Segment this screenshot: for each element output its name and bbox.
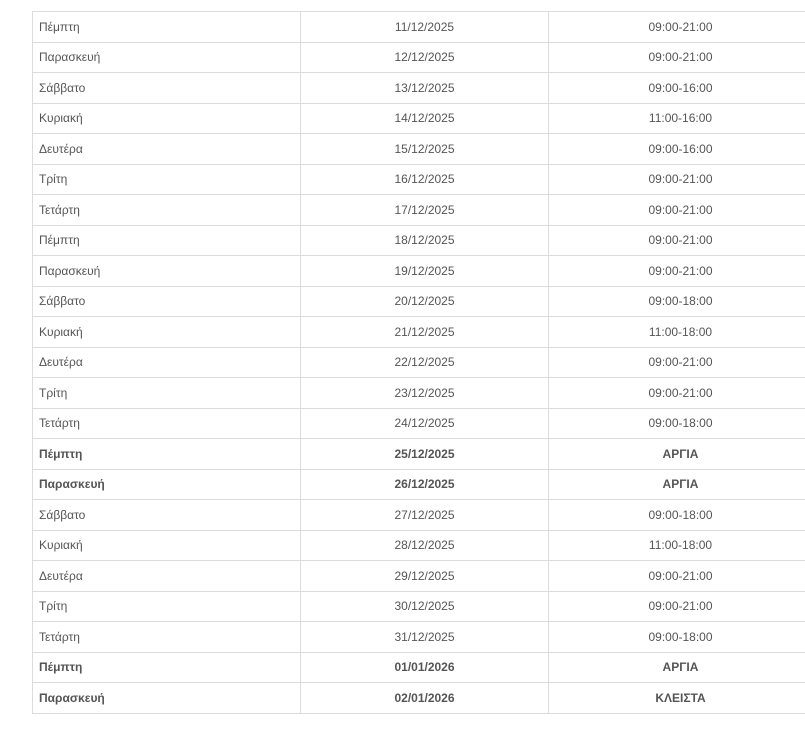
hours-cell: 09:00-16:00 xyxy=(548,133,805,165)
table-row: Σάββατο 20/12/2025 09:00-18:00 xyxy=(32,285,805,317)
date-cell: 29/12/2025 xyxy=(300,560,549,592)
hours-cell: 09:00-21:00 xyxy=(548,590,805,622)
date-cell: 16/12/2025 xyxy=(300,163,549,195)
date-cell: 14/12/2025 xyxy=(300,102,549,134)
hours-cell: 09:00-21:00 xyxy=(548,255,805,287)
day-cell: Δευτέρα xyxy=(32,346,301,378)
hours-cell: 11:00-18:00 xyxy=(548,316,805,348)
day-cell: Σάββατο xyxy=(32,285,301,317)
table-row: Πέμπτη 18/12/2025 09:00-21:00 xyxy=(32,224,805,256)
day-cell: Σάββατο xyxy=(32,499,301,531)
day-cell: Τρίτη xyxy=(32,163,301,195)
day-cell: Τετάρτη xyxy=(32,621,301,653)
table-row: Τρίτη 30/12/2025 09:00-21:00 xyxy=(32,590,805,622)
hours-cell: ΑΡΓΙΑ xyxy=(548,651,805,683)
date-cell: 25/12/2025 xyxy=(300,438,549,470)
date-cell: 23/12/2025 xyxy=(300,377,549,409)
day-cell: Τρίτη xyxy=(32,377,301,409)
day-cell: Πέμπτη xyxy=(32,11,301,43)
day-cell: Παρασκευή xyxy=(32,255,301,287)
hours-cell: 09:00-18:00 xyxy=(548,407,805,439)
date-cell: 20/12/2025 xyxy=(300,285,549,317)
day-cell: Πέμπτη xyxy=(32,224,301,256)
day-cell: Κυριακή xyxy=(32,316,301,348)
hours-cell: 09:00-21:00 xyxy=(548,346,805,378)
date-cell: 30/12/2025 xyxy=(300,590,549,622)
day-cell: Κυριακή xyxy=(32,529,301,561)
table-row: Κυριακή 14/12/2025 11:00-16:00 xyxy=(32,102,805,134)
day-cell: Τετάρτη xyxy=(32,194,301,226)
hours-cell: 09:00-21:00 xyxy=(548,224,805,256)
table-row: Τρίτη 16/12/2025 09:00-21:00 xyxy=(32,163,805,195)
table-row: Κυριακή 28/12/2025 11:00-18:00 xyxy=(32,529,805,561)
hours-cell: 09:00-21:00 xyxy=(548,377,805,409)
hours-cell: 09:00-18:00 xyxy=(548,621,805,653)
table-row: Κυριακή 21/12/2025 11:00-18:00 xyxy=(32,316,805,348)
date-cell: 01/01/2026 xyxy=(300,651,549,683)
table-row: Πέμπτη 11/12/2025 09:00-21:00 xyxy=(32,11,805,43)
table-row: Δευτέρα 29/12/2025 09:00-21:00 xyxy=(32,560,805,592)
date-cell: 22/12/2025 xyxy=(300,346,549,378)
hours-cell: 09:00-21:00 xyxy=(548,11,805,43)
table-row: Παρασκευή 26/12/2025 ΑΡΓΙΑ xyxy=(32,468,805,500)
hours-cell: 09:00-18:00 xyxy=(548,499,805,531)
table-row: Δευτέρα 22/12/2025 09:00-21:00 xyxy=(32,346,805,378)
table-row: Δευτέρα 15/12/2025 09:00-16:00 xyxy=(32,133,805,165)
day-cell: Κυριακή xyxy=(32,102,301,134)
hours-cell: 09:00-16:00 xyxy=(548,72,805,104)
date-cell: 31/12/2025 xyxy=(300,621,549,653)
date-cell: 24/12/2025 xyxy=(300,407,549,439)
table-row: Πέμπτη 01/01/2026 ΑΡΓΙΑ xyxy=(32,651,805,683)
table-row: Παρασκευή 19/12/2025 09:00-21:00 xyxy=(32,255,805,287)
day-cell: Πέμπτη xyxy=(32,438,301,470)
table-row: Παρασκευή 02/01/2026 ΚΛΕΙΣΤΑ xyxy=(32,682,805,714)
table-row: Τρίτη 23/12/2025 09:00-21:00 xyxy=(32,377,805,409)
date-cell: 26/12/2025 xyxy=(300,468,549,500)
day-cell: Παρασκευή xyxy=(32,682,301,714)
date-cell: 12/12/2025 xyxy=(300,41,549,73)
day-cell: Πέμπτη xyxy=(32,651,301,683)
date-cell: 17/12/2025 xyxy=(300,194,549,226)
hours-cell: 09:00-21:00 xyxy=(548,194,805,226)
table-row: Τετάρτη 24/12/2025 09:00-18:00 xyxy=(32,407,805,439)
date-cell: 27/12/2025 xyxy=(300,499,549,531)
hours-cell: ΚΛΕΙΣΤΑ xyxy=(548,682,805,714)
table-row: Πέμπτη 25/12/2025 ΑΡΓΙΑ xyxy=(32,438,805,470)
table-row: Παρασκευή 12/12/2025 09:00-21:00 xyxy=(32,41,805,73)
hours-cell: ΑΡΓΙΑ xyxy=(548,438,805,470)
date-cell: 28/12/2025 xyxy=(300,529,549,561)
hours-cell: 09:00-21:00 xyxy=(548,41,805,73)
day-cell: Παρασκευή xyxy=(32,41,301,73)
table-row: Τετάρτη 31/12/2025 09:00-18:00 xyxy=(32,621,805,653)
hours-cell: 09:00-18:00 xyxy=(548,285,805,317)
day-cell: Σάββατο xyxy=(32,72,301,104)
date-cell: 21/12/2025 xyxy=(300,316,549,348)
day-cell: Δευτέρα xyxy=(32,133,301,165)
date-cell: 11/12/2025 xyxy=(300,11,549,43)
opening-hours-table: Πέμπτη 11/12/2025 09:00-21:00 Παρασκευή 12/1… xyxy=(32,11,805,714)
date-cell: 19/12/2025 xyxy=(300,255,549,287)
day-cell: Παρασκευή xyxy=(32,468,301,500)
table-row: Σάββατο 27/12/2025 09:00-18:00 xyxy=(32,499,805,531)
hours-cell: 09:00-21:00 xyxy=(548,560,805,592)
day-cell: Τρίτη xyxy=(32,590,301,622)
day-cell: Τετάρτη xyxy=(32,407,301,439)
date-cell: 15/12/2025 xyxy=(300,133,549,165)
hours-cell: 11:00-18:00 xyxy=(548,529,805,561)
day-cell: Δευτέρα xyxy=(32,560,301,592)
hours-cell: 09:00-21:00 xyxy=(548,163,805,195)
hours-cell: ΑΡΓΙΑ xyxy=(548,468,805,500)
date-cell: 02/01/2026 xyxy=(300,682,549,714)
date-cell: 13/12/2025 xyxy=(300,72,549,104)
date-cell: 18/12/2025 xyxy=(300,224,549,256)
hours-cell: 11:00-16:00 xyxy=(548,102,805,134)
table-row: Σάββατο 13/12/2025 09:00-16:00 xyxy=(32,72,805,104)
table-row: Τετάρτη 17/12/2025 09:00-21:00 xyxy=(32,194,805,226)
